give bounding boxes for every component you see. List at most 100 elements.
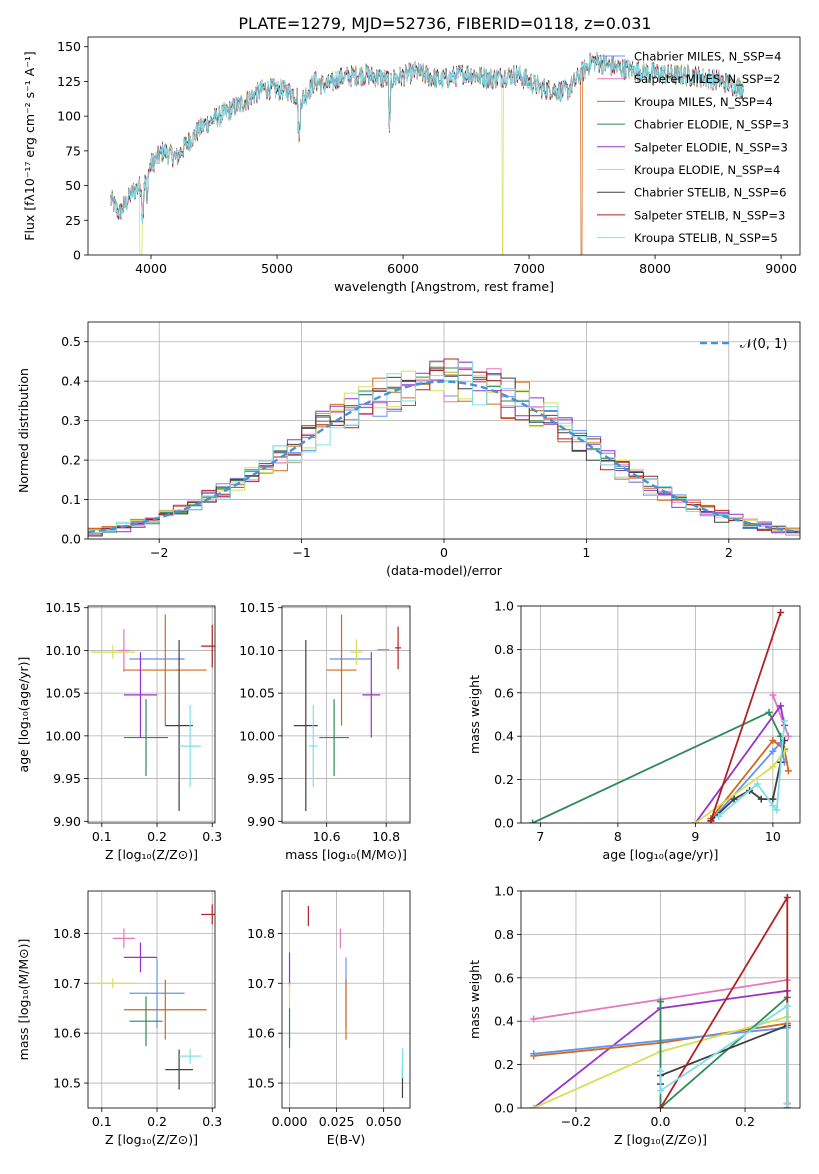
age_vs_mass-ytick-label: 10.15	[239, 600, 275, 615]
residuals-ytick-label: 0.4	[61, 374, 81, 389]
residual-legend: 𝒩(0, 1)	[700, 337, 787, 352]
errorbar-point	[201, 624, 215, 668]
weight_vs_Z-ytick-label: 0.8	[494, 927, 514, 942]
errorbar-point	[118, 629, 130, 672]
errorbar-point	[90, 645, 135, 659]
weight_vs_Z-xtick-label: 0.2	[735, 1114, 755, 1129]
mass-weight-marker	[783, 1100, 791, 1108]
weight_vs_age-xtick-label: 10	[765, 829, 781, 844]
spectrum-ytick-label: 50	[65, 178, 81, 193]
mass_vs_Z-frame	[87, 890, 216, 1109]
residuals-ylabel: Normed distribution	[16, 368, 31, 493]
mass-weight-marker	[769, 691, 777, 699]
mass_vs_ebv-ytick-label: 10.8	[247, 926, 275, 941]
weight_vs_age-ytick-label: 0.2	[494, 772, 514, 787]
figure-title: PLATE=1279, MJD=52736, FIBERID=0118, z=0…	[238, 14, 651, 33]
mass-weight-marker	[530, 1050, 538, 1058]
mass_vs_ebv-frame	[281, 890, 411, 1109]
residuals-xtick-label: 2	[725, 545, 733, 560]
mass_vs_Z-plot-area	[90, 904, 215, 1090]
mass-weight-marker	[529, 819, 537, 823]
legend-entry: Kroupa ELODIE, N_SSP=4	[634, 163, 780, 177]
weight_vs_age-ytick-label: 0.6	[494, 685, 514, 700]
residuals-xtick-label: −2	[150, 545, 168, 560]
errorbar-point	[179, 1048, 202, 1064]
mass-weight-marker	[769, 763, 777, 771]
spectrum-xtick-label: 8000	[639, 261, 671, 276]
mass-weight-marker	[707, 817, 715, 823]
spectrum-ytick-label: 75	[65, 143, 81, 158]
residuals-ytick-label: 0.3	[61, 413, 81, 428]
weight_vs_age-xtick-label: 8	[614, 829, 622, 844]
residual-histogram	[88, 358, 800, 535]
legend-entry: Salpeter ELODIE, N_SSP=3	[634, 140, 788, 154]
mass_vs_Z-xtick-label: 0.3	[202, 1114, 222, 1129]
weight_vs_age-ytick-label: 0.4	[494, 729, 514, 744]
spectrum-frame	[87, 36, 801, 256]
mass-weight-marker	[657, 1104, 664, 1108]
spectrum-xtick-label: 7000	[513, 261, 545, 276]
age_vs_mass-axes	[278, 606, 410, 827]
weight_vs_Z-xtick-label: 0.0	[651, 1114, 671, 1129]
mass-weight-marker	[657, 1087, 664, 1095]
mass_vs_ebv-ytick-label: 10.7	[247, 976, 275, 991]
errorbar-point	[326, 614, 357, 726]
age_vs_mass-frame	[281, 605, 411, 824]
weight_vs_age-xtick-label: 7	[536, 829, 544, 844]
legend-entry: Chabrier ELODIE, N_SSP=3	[634, 118, 789, 132]
mass-weight-line	[659, 1004, 789, 1104]
errorbar-point	[129, 996, 163, 1047]
mass-weight-marker	[784, 767, 792, 775]
weight_vs_age-ytick-label: 1.0	[494, 599, 514, 614]
mass_vs_Z-axes	[84, 891, 215, 1112]
weight_vs_age-ytick-label: 0.8	[494, 642, 514, 657]
age_vs_Z-plot-area	[90, 614, 215, 812]
errorbar-point	[90, 978, 135, 989]
spectrum-xtick-label: 5000	[261, 261, 293, 276]
age_vs_mass-ytick-label: 10.10	[239, 643, 275, 658]
mass_vs_ebv-ytick-label: 10.6	[247, 1026, 275, 1041]
age_vs_mass-ytick-label: 9.90	[247, 814, 275, 829]
errorbar-point	[123, 614, 207, 726]
weight_vs_age-plot-area	[529, 609, 792, 823]
mass_vs_Z-ylabel: mass [log₁₀(M/M⊙)]	[16, 939, 31, 1061]
age_vs_mass-xtick-label: 10.6	[313, 829, 341, 844]
mass_vs_ebv-ytick-label: 10.5	[247, 1076, 275, 1091]
age_vs_Z-xtick-label: 0.1	[92, 829, 112, 844]
mass_vs_Z-ytick-label: 10.7	[53, 976, 81, 991]
weight_vs_Z-ytick-label: 0.6	[494, 970, 514, 985]
errorbar-point	[319, 699, 349, 777]
errorbar-point	[129, 958, 185, 1029]
mass_vs_Z-ytick-label: 10.6	[53, 1026, 81, 1041]
mass-weight-marker	[715, 812, 723, 820]
mass-weight-marker	[777, 609, 785, 617]
weight_vs_Z-ytick-label: 0.0	[494, 1101, 514, 1116]
mass_vs_Z-xtick-label: 0.2	[147, 1114, 167, 1129]
weight_vs_age-ytick-label: 0.0	[494, 816, 514, 831]
mass-weight-marker	[769, 737, 777, 745]
errorbar-point	[112, 928, 135, 949]
errorbar-point	[362, 652, 381, 738]
residuals-xtick-label: −1	[292, 545, 310, 560]
weight_vs_age-xtick-label: 9	[691, 829, 699, 844]
errorbar-point	[123, 979, 207, 1040]
spectrum-ytick-label: 100	[57, 109, 81, 124]
age_vs_Z-ytick-label: 10.10	[45, 643, 81, 658]
mass-weight-marker	[657, 1067, 664, 1075]
age_vs_mass-plot-area	[293, 614, 402, 812]
age_vs_Z-ytick-label: 9.95	[53, 771, 81, 786]
age_vs_mass-ytick-label: 9.95	[247, 771, 275, 786]
mass-weight-marker	[657, 998, 664, 1006]
mass-weight-marker	[784, 732, 792, 740]
spectrum-series-line	[110, 52, 744, 225]
age_vs_mass-ytick-label: 10.00	[239, 728, 275, 743]
errorbar-point	[308, 705, 318, 788]
residuals-plot-area	[88, 358, 800, 537]
age_vs_Z-ytick-label: 10.00	[45, 728, 81, 743]
mass-weight-marker	[783, 894, 791, 902]
residuals-frame	[87, 321, 801, 540]
residuals-xlabel: (data-model)/error	[386, 563, 503, 578]
mass-weight-marker	[530, 1015, 538, 1023]
mass-weight-marker	[769, 802, 777, 810]
